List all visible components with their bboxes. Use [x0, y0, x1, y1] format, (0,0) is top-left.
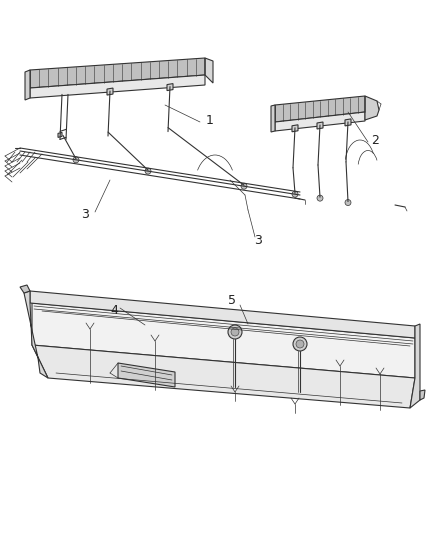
- Circle shape: [293, 337, 307, 351]
- Polygon shape: [30, 291, 415, 338]
- Polygon shape: [275, 112, 365, 131]
- Circle shape: [296, 340, 304, 348]
- Polygon shape: [24, 291, 48, 378]
- Polygon shape: [420, 390, 425, 400]
- Text: 1: 1: [206, 114, 214, 126]
- Circle shape: [145, 168, 151, 174]
- Circle shape: [317, 195, 323, 201]
- Polygon shape: [205, 58, 213, 83]
- Polygon shape: [118, 363, 175, 387]
- Polygon shape: [271, 105, 275, 132]
- Polygon shape: [20, 285, 30, 293]
- Text: 2: 2: [371, 133, 379, 147]
- Circle shape: [292, 191, 298, 197]
- Circle shape: [345, 199, 351, 206]
- Polygon shape: [25, 70, 30, 100]
- Polygon shape: [275, 96, 365, 122]
- Polygon shape: [167, 84, 173, 91]
- Text: 3: 3: [81, 208, 89, 222]
- Polygon shape: [32, 303, 415, 378]
- Circle shape: [73, 157, 79, 163]
- Polygon shape: [365, 96, 379, 120]
- Polygon shape: [292, 125, 298, 132]
- Text: 3: 3: [254, 233, 262, 246]
- Polygon shape: [58, 132, 62, 138]
- Polygon shape: [30, 75, 205, 98]
- Polygon shape: [32, 345, 415, 408]
- Polygon shape: [107, 88, 113, 95]
- Polygon shape: [30, 58, 205, 88]
- Text: 5: 5: [228, 294, 236, 306]
- Circle shape: [228, 325, 242, 339]
- Polygon shape: [410, 324, 420, 408]
- Circle shape: [231, 328, 239, 336]
- Text: 4: 4: [110, 303, 118, 317]
- Polygon shape: [345, 119, 351, 126]
- Polygon shape: [317, 122, 323, 129]
- Circle shape: [241, 183, 247, 189]
